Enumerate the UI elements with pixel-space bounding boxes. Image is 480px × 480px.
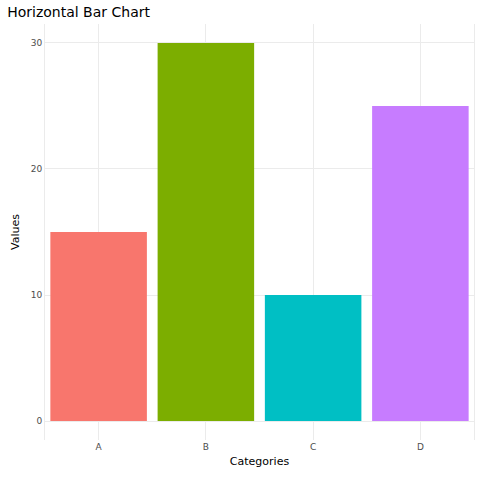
svg-text:B: B bbox=[203, 442, 209, 452]
svg-text:D: D bbox=[417, 442, 424, 452]
svg-text:20: 20 bbox=[31, 164, 43, 174]
svg-text:10: 10 bbox=[31, 290, 43, 300]
svg-text:30: 30 bbox=[31, 38, 43, 48]
svg-text:C: C bbox=[310, 442, 316, 452]
svg-text:A: A bbox=[96, 442, 103, 452]
svg-text:Categories: Categories bbox=[230, 455, 290, 468]
svg-text:Values: Values bbox=[9, 214, 22, 250]
svg-text:Horizontal Bar Chart: Horizontal Bar Chart bbox=[7, 4, 150, 20]
svg-text:0: 0 bbox=[36, 416, 42, 426]
